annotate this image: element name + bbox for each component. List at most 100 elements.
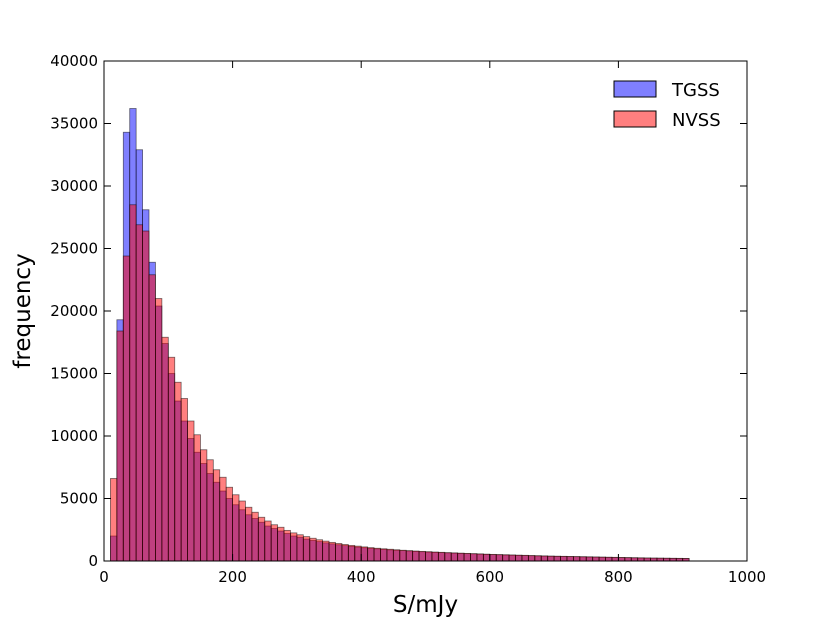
bar-nvss-26 (277, 526, 285, 562)
bar-nvss-4 (135, 224, 143, 562)
y-tick-label: 20000 (50, 302, 98, 320)
y-tick-label: 25000 (50, 240, 98, 258)
bar-nvss-9 (167, 356, 176, 562)
bar-nvss-19 (232, 494, 240, 562)
bar-nvss-48 (418, 550, 426, 562)
x-tick-label: 800 (604, 568, 633, 586)
bar-nvss-39 (360, 546, 369, 562)
bar-nvss-41 (373, 547, 381, 562)
legend-swatch-tgss (613, 80, 657, 98)
bar-nvss-38 (354, 545, 362, 562)
bar-nvss-67 (540, 555, 549, 562)
bar-nvss-72 (572, 556, 581, 562)
bar-nvss-45 (399, 549, 407, 562)
y-tick-label: 15000 (50, 365, 98, 383)
bar-nvss-54 (457, 552, 465, 562)
bar-nvss-73 (579, 556, 587, 562)
bar-nvss-18 (225, 486, 233, 562)
bar-nvss-65 (527, 555, 536, 562)
bar-nvss-30 (302, 536, 311, 562)
bar-nvss-15 (206, 459, 214, 562)
bar-nvss-74 (585, 556, 594, 562)
bar-nvss-29 (296, 534, 304, 562)
bar-nvss-40 (367, 547, 375, 562)
bar-nvss-80 (624, 557, 632, 562)
y-tick-label: 10000 (50, 427, 98, 445)
bar-nvss-62 (508, 554, 516, 562)
bar-nvss-5 (142, 230, 150, 562)
bar-nvss-6 (148, 274, 156, 562)
bar-nvss-13 (193, 434, 201, 562)
bar-nvss-46 (405, 550, 414, 562)
bar-nvss-69 (553, 555, 561, 562)
bar-nvss-44 (392, 549, 401, 562)
y-tick-label: 40000 (50, 52, 98, 70)
bar-nvss-60 (495, 554, 504, 562)
bar-nvss-17 (219, 476, 227, 562)
legend-label-tgss: TGSS (671, 80, 720, 101)
bar-nvss-33 (322, 540, 330, 562)
bar-nvss-43 (386, 548, 394, 562)
y-tick-label: 35000 (50, 115, 98, 133)
bar-nvss-1 (116, 330, 124, 562)
x-tick-label: 600 (475, 568, 504, 586)
bar-nvss-14 (200, 449, 208, 562)
bar-nvss-61 (502, 554, 510, 562)
bar-nvss-64 (521, 554, 529, 562)
bar-nvss-42 (380, 548, 388, 562)
bar-nvss-7 (155, 298, 163, 562)
bar-nvss-25 (270, 524, 279, 562)
bar-nvss-59 (489, 553, 497, 562)
bar-nvss-51 (437, 551, 446, 562)
bar-nvss-23 (257, 516, 266, 562)
bar-nvss-28 (290, 532, 298, 562)
x-tick-label: 200 (218, 568, 247, 586)
bar-nvss-34 (328, 541, 336, 562)
bar-nvss-63 (515, 554, 523, 562)
bar-nvss-58 (482, 553, 491, 562)
bar-nvss-21 (245, 506, 253, 562)
legend-swatch-nvss (613, 110, 657, 128)
bar-nvss-12 (187, 420, 195, 562)
x-axis-title: S/mJy (393, 592, 458, 618)
bar-nvss-77 (605, 556, 613, 562)
bar-nvss-57 (476, 553, 484, 562)
bar-nvss-47 (412, 550, 420, 562)
bar-nvss-70 (560, 555, 568, 562)
legend: TGSS NVSS (613, 80, 721, 131)
bar-nvss-20 (238, 500, 246, 562)
bar-nvss-50 (431, 551, 439, 562)
x-tick-label: 400 (347, 568, 376, 586)
legend-label-nvss: NVSS (672, 110, 721, 131)
bar-nvss-55 (463, 552, 471, 562)
x-tick-label: 0 (99, 568, 109, 586)
bar-nvss-79 (618, 557, 626, 562)
bar-nvss-36 (341, 544, 349, 562)
bar-nvss-68 (547, 555, 555, 562)
bar-nvss-71 (566, 556, 574, 562)
bar-nvss-31 (309, 537, 317, 562)
bar-nvss-56 (470, 553, 478, 562)
bar-nvss-0 (110, 478, 118, 562)
y-tick-label: 30000 (50, 177, 98, 195)
y-axis-ticks: 0 5000 10000 15000 20000 25000 30000 35000 40000 (50, 52, 747, 570)
bar-nvss-66 (534, 555, 542, 562)
bar-nvss-32 (315, 539, 324, 562)
x-tick-label: 1000 (728, 568, 766, 586)
bar-nvss-27 (283, 529, 291, 562)
y-tick-label: 0 (88, 552, 98, 570)
bar-nvss-3 (129, 204, 137, 562)
bar-nvss-22 (251, 511, 259, 562)
bar-nvss-8 (161, 336, 169, 562)
bar-nvss-37 (347, 544, 356, 562)
bar-nvss-49 (425, 551, 433, 562)
bar-nvss-2 (122, 255, 131, 562)
bar-nvss-24 (264, 520, 272, 562)
bar-nvss-76 (598, 556, 606, 562)
series-nvss-bars (110, 204, 690, 562)
bar-nvss-78 (611, 556, 619, 562)
x-axis-ticks: 0 200 400 600 800 1000 (99, 61, 766, 586)
bar-nvss-35 (335, 543, 343, 562)
bar-nvss-53 (450, 552, 459, 562)
